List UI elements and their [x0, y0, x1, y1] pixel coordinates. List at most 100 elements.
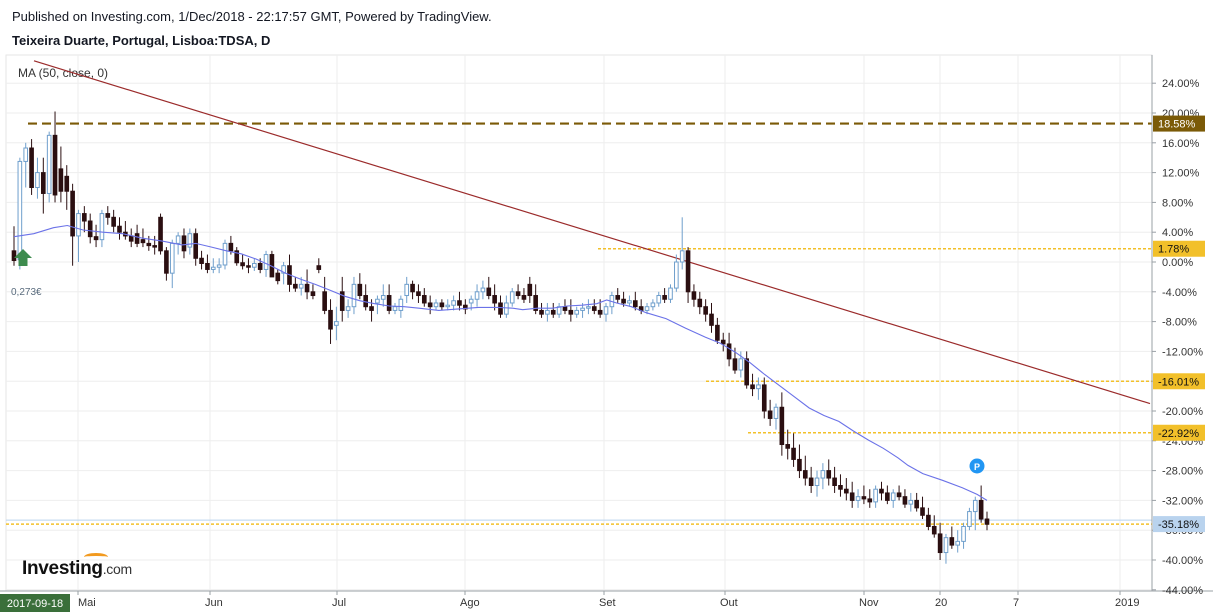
candle-body: [632, 300, 638, 308]
y-tick-label: -28.00%: [1162, 466, 1203, 478]
candle-body: [580, 307, 585, 311]
candle-body: [322, 291, 327, 311]
event-marker-icon[interactable]: P: [969, 458, 985, 474]
level-tag-label: -35.18%: [1158, 519, 1199, 531]
candle-body: [961, 525, 966, 542]
level-tag: [1153, 424, 1205, 441]
candle-body: [35, 172, 40, 189]
candle-body: [76, 213, 81, 237]
candle-body: [433, 302, 439, 308]
logo-brand: Investing: [22, 558, 103, 579]
candle-body: [756, 384, 761, 390]
candle-body: [316, 265, 322, 270]
candle-body: [240, 262, 245, 267]
level-tag: [1153, 516, 1205, 533]
candle-body: [797, 458, 802, 472]
candle-body: [293, 283, 298, 289]
ma-layer: [13, 224, 988, 501]
candle-body: [158, 216, 163, 252]
candle-body: [416, 291, 421, 297]
y-tick-label: 0.00%: [1162, 257, 1193, 269]
candle-body: [949, 537, 955, 546]
level-tag: [1153, 115, 1205, 132]
candle-body: [867, 498, 873, 503]
candle-body: [310, 291, 316, 297]
y-tick-label: -32.00%: [1162, 495, 1203, 507]
candle-body: [978, 499, 984, 520]
candle-body: [169, 242, 175, 274]
candle-body: [656, 295, 662, 304]
candle-body: [885, 492, 890, 501]
x-tick-label: 7: [1013, 597, 1019, 609]
candle-body: [304, 283, 310, 293]
investing-logo: Investing.com: [22, 553, 132, 580]
candle-body: [820, 470, 826, 479]
candle-body: [849, 492, 855, 501]
candle-body: [715, 324, 720, 341]
candle-body: [463, 304, 468, 310]
y-tick-label: 12.00%: [1162, 168, 1200, 180]
candle-body: [375, 298, 380, 304]
candle-body: [339, 291, 345, 311]
candle-body: [750, 384, 755, 390]
candle-body: [480, 287, 486, 293]
candle-body: [709, 313, 714, 326]
y-tick-label: 16.00%: [1162, 138, 1200, 150]
candle-body: [40, 172, 46, 194]
candle-body: [568, 309, 574, 315]
candle-body: [281, 265, 286, 274]
x-tick-label: 2017-09-18: [7, 598, 63, 610]
candle-body: [492, 295, 497, 304]
candle-body: [181, 235, 187, 252]
candle-body: [767, 410, 773, 419]
candle-body: [685, 250, 691, 293]
candle-body: [574, 309, 580, 315]
candle-body: [146, 242, 152, 247]
candle-body: [23, 147, 29, 162]
symbol-title: Teixeira Duarte, Portugal, Lisboa:TDSA, …: [12, 33, 271, 48]
candle-body: [99, 213, 105, 241]
candle-body: [252, 262, 257, 268]
candle-body: [861, 496, 867, 500]
trend-layer: [33, 60, 1151, 405]
x-tick-label: Out: [720, 597, 738, 609]
candle-body: [832, 477, 837, 486]
y-tick-label: -44.00%: [1162, 585, 1203, 597]
candle-body: [967, 511, 972, 527]
candle-body: [474, 291, 480, 300]
candle-body: [29, 147, 34, 188]
candle-body: [779, 406, 785, 446]
candle-body: [674, 261, 679, 289]
x-tick-label: 20: [935, 597, 947, 609]
candle-body: [890, 492, 896, 501]
candle-body: [627, 300, 632, 304]
price-note: 0,273€: [11, 287, 42, 298]
x-tick-label: Mai: [78, 597, 96, 609]
candle-body: [404, 283, 410, 297]
candle-body: [937, 533, 943, 554]
candle-body: [234, 250, 240, 264]
candle-body: [87, 220, 93, 238]
candle-body: [216, 264, 222, 268]
candle-body: [926, 514, 931, 527]
level-tag: [1153, 373, 1205, 390]
level-tag: [1153, 240, 1205, 257]
candle-body: [773, 406, 779, 419]
candle-body: [445, 304, 451, 308]
candle-body: [539, 309, 544, 315]
y-tick-label: -20.00%: [1162, 406, 1203, 418]
x-tick-label: 2019: [1115, 597, 1139, 609]
candle-body: [70, 190, 75, 237]
candle-layer: [11, 111, 990, 564]
candle-body: [298, 283, 304, 289]
candle-body: [902, 496, 908, 505]
level-tag-label: -22.92%: [1158, 428, 1199, 440]
logo-suffix: .com: [102, 561, 132, 577]
candle-body: [738, 358, 744, 371]
x-tick-label: Ago: [460, 597, 480, 609]
candle-body: [668, 287, 673, 300]
x-tick-label: Jun: [205, 597, 223, 609]
candle-body: [263, 254, 269, 270]
candle-body: [527, 283, 533, 297]
